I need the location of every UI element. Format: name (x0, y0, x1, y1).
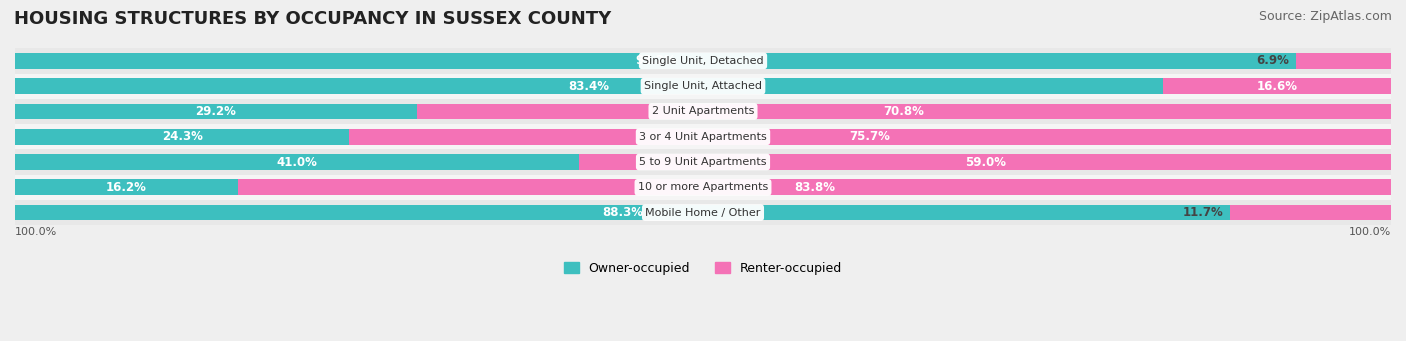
Bar (579, 154, 1391, 170)
Bar (15, 104, 416, 119)
Text: 59.0%: 59.0% (965, 155, 1005, 168)
Text: 83.8%: 83.8% (794, 181, 835, 194)
Text: 3 or 4 Unit Apartments: 3 or 4 Unit Apartments (640, 132, 766, 142)
Text: 11.7%: 11.7% (1182, 206, 1223, 219)
Bar (15, 74, 1391, 99)
Bar (349, 129, 1391, 145)
Bar (15, 129, 349, 145)
Bar (416, 104, 1391, 119)
Bar (15, 154, 579, 170)
Text: 16.2%: 16.2% (105, 181, 146, 194)
Bar (1163, 78, 1391, 94)
Text: Source: ZipAtlas.com: Source: ZipAtlas.com (1258, 10, 1392, 23)
Bar (15, 179, 238, 195)
Bar (238, 179, 1391, 195)
Text: HOUSING STRUCTURES BY OCCUPANCY IN SUSSEX COUNTY: HOUSING STRUCTURES BY OCCUPANCY IN SUSSE… (14, 10, 612, 28)
Text: 70.8%: 70.8% (883, 105, 924, 118)
Bar (1230, 205, 1391, 220)
Bar (15, 124, 1391, 149)
Bar (15, 200, 1391, 225)
Text: 100.0%: 100.0% (15, 227, 58, 237)
Text: Single Unit, Detached: Single Unit, Detached (643, 56, 763, 66)
Bar (15, 149, 1391, 175)
Text: 29.2%: 29.2% (195, 105, 236, 118)
Bar (15, 205, 1230, 220)
Text: 6.9%: 6.9% (1257, 54, 1289, 68)
Bar (15, 53, 1298, 69)
Text: 83.4%: 83.4% (568, 80, 609, 93)
Text: 93.2%: 93.2% (636, 54, 676, 68)
Bar (1296, 53, 1391, 69)
Bar (15, 175, 1391, 200)
Bar (15, 78, 1163, 94)
Text: 10 or more Apartments: 10 or more Apartments (638, 182, 768, 192)
Text: 24.3%: 24.3% (162, 130, 202, 143)
Text: 41.0%: 41.0% (277, 155, 318, 168)
Text: 100.0%: 100.0% (1348, 227, 1391, 237)
Text: Single Unit, Attached: Single Unit, Attached (644, 81, 762, 91)
Bar (15, 99, 1391, 124)
Text: 5 to 9 Unit Apartments: 5 to 9 Unit Apartments (640, 157, 766, 167)
Bar (15, 48, 1391, 74)
Legend: Owner-occupied, Renter-occupied: Owner-occupied, Renter-occupied (558, 257, 848, 280)
Text: 88.3%: 88.3% (602, 206, 643, 219)
Text: 16.6%: 16.6% (1257, 80, 1298, 93)
Text: 2 Unit Apartments: 2 Unit Apartments (652, 106, 754, 116)
Text: Mobile Home / Other: Mobile Home / Other (645, 208, 761, 218)
Text: 75.7%: 75.7% (849, 130, 890, 143)
